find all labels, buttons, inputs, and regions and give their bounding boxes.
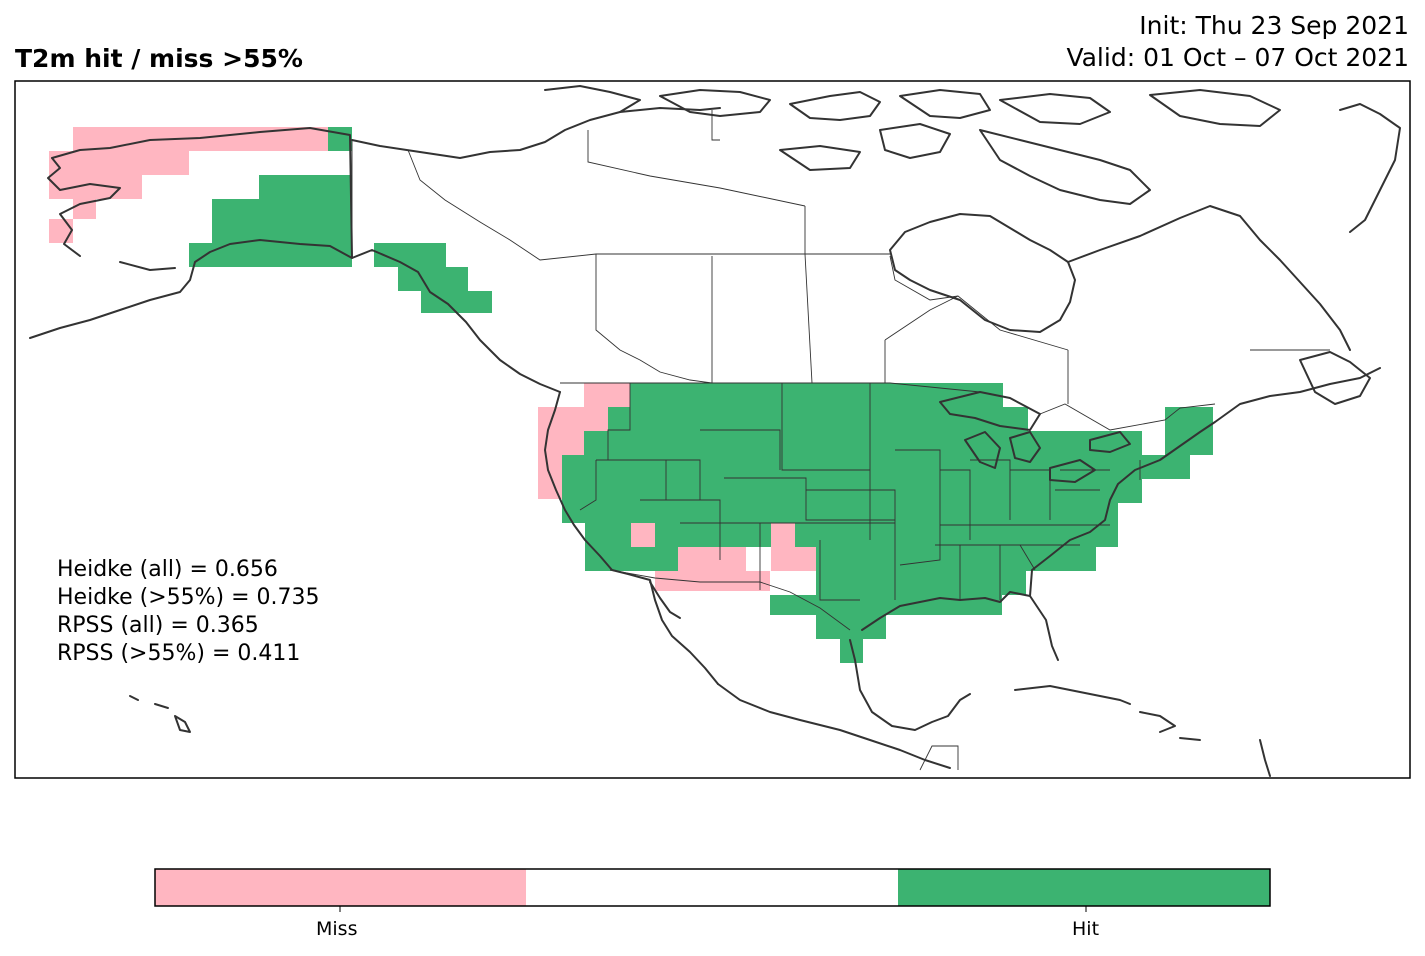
- valid-range: Valid: 01 Oct – 07 Oct 2021: [1066, 43, 1409, 72]
- heidke-all: Heidke (all) = 0.656: [57, 557, 278, 582]
- colorbar-label-miss: Miss: [316, 918, 358, 940]
- hit-cells: [189, 127, 1213, 663]
- colorbar-label-hit: Hit: [1072, 918, 1100, 940]
- coastlines: [29, 85, 1401, 777]
- political-borders: [351, 110, 1330, 771]
- heidke-55: Heidke (>55%) = 0.735: [57, 585, 320, 610]
- rpss-55: RPSS (>55%) = 0.411: [57, 641, 301, 666]
- skill-scores: Heidke (all) = 0.656 Heidke (>55%) = 0.7…: [57, 556, 320, 668]
- rpss-all: RPSS (all) = 0.365: [57, 613, 259, 638]
- init-date: Init: Thu 23 Sep 2021: [1139, 11, 1409, 40]
- colorbar-neutral-swatch: [526, 869, 898, 906]
- map-title: T2m hit / miss >55%: [15, 44, 303, 73]
- forecast-dates: Init: Thu 23 Sep 2021 Valid: 01 Oct – 07…: [1066, 10, 1409, 74]
- colorbar-miss-swatch: [155, 869, 526, 906]
- colorbar-hit-swatch: [898, 869, 1270, 906]
- colorbar-frame: [154, 868, 1271, 907]
